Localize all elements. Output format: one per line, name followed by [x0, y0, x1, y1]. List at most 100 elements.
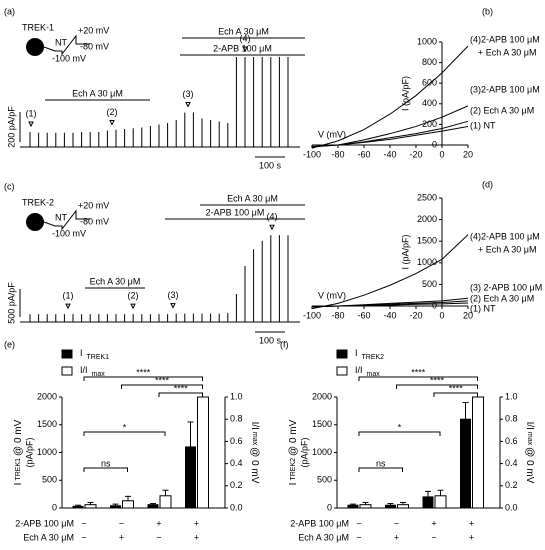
y2-tick-label: 0.8: [505, 414, 518, 424]
legend-swatch: [61, 349, 73, 359]
y2-axis-label-part: I/I: [249, 422, 260, 430]
panel-label: (a): [4, 6, 15, 16]
drug-label: Ech A 30 μM: [227, 193, 278, 203]
marker-label: (4): [267, 212, 278, 222]
marker-label: (3): [168, 290, 179, 300]
series-label: + Ech A 30 μM: [478, 244, 536, 254]
series-label: (3)2-APB 100 μM: [470, 84, 540, 94]
y2-axis-label-part: @ 0 mV: [524, 447, 535, 484]
x-tick-label: -20: [409, 310, 422, 320]
bar: [110, 505, 121, 509]
x-tick-label: 20: [463, 149, 473, 159]
protocol-label: +20 mV: [78, 200, 109, 210]
x-tick-label: -80: [331, 149, 344, 159]
series-label: (1) NT: [470, 120, 496, 130]
protocol-label: KCl: [28, 216, 43, 226]
drug-label: Ech A 30 μM: [90, 276, 141, 286]
significance-label: ns: [376, 458, 386, 468]
x-tick-label: 0: [439, 149, 444, 159]
condition-mark: −: [356, 532, 361, 542]
y2-tick-label: 1.0: [230, 391, 243, 401]
panel-label: (c): [4, 181, 15, 191]
panel-title: TREK-2: [22, 197, 54, 207]
marker-arrow: [28, 121, 34, 128]
legend-label: I TREK2: [355, 348, 384, 360]
protocol-label: KCl: [28, 41, 43, 51]
significance-bracket: [121, 384, 203, 389]
condition-mark: +: [194, 532, 199, 542]
marker-arrow: [109, 120, 115, 126]
y-tick-label: 600: [422, 78, 437, 88]
bar: [185, 446, 196, 509]
y-axis-label-unit: (pA/pF): [299, 437, 309, 467]
x-tick-label: -100: [303, 149, 321, 159]
condition-mark: +: [469, 532, 474, 542]
y-axis-label-part: TREK2: [290, 458, 297, 481]
y-axis-label-part: I: [288, 483, 299, 486]
significance-bracket: [396, 384, 478, 389]
bar: [460, 418, 471, 509]
condition-mark: −: [431, 532, 436, 542]
bar: [359, 504, 372, 509]
panel-label: (d): [482, 179, 493, 189]
protocol-wave: [43, 34, 90, 56]
marker-arrow: [65, 303, 71, 310]
marker-label: (3): [183, 89, 194, 99]
y-axis-label-part: I: [13, 483, 24, 486]
y-axis-label: I (pA/pF): [400, 234, 410, 269]
scale-label-x: 100 s: [259, 160, 282, 170]
y-tick-label: 0: [432, 300, 437, 310]
bar: [397, 504, 409, 509]
significance-bracket: [433, 392, 478, 397]
condition-mark: +: [469, 518, 474, 528]
bar: [434, 495, 447, 509]
legend-swatch: [336, 349, 348, 359]
protocol-label: -80 mV: [80, 41, 109, 51]
y-axis-label-unit: (pA/pF): [24, 437, 34, 467]
y-tick-label: 0: [327, 502, 332, 512]
protocol-label: -100 mV: [52, 53, 86, 63]
y2-tick-label: 0.6: [230, 436, 243, 446]
x-tick-label: 0: [439, 310, 444, 320]
significance-label: ****: [174, 383, 189, 393]
marker-arrow: [269, 224, 275, 231]
y2-tick-label: 0.8: [230, 414, 243, 424]
bar: [122, 500, 134, 509]
significance-label: ****: [155, 375, 170, 385]
significance-label: ****: [411, 367, 426, 377]
scale-label-x: 100 s: [259, 335, 282, 345]
condition-mark: −: [394, 518, 399, 528]
protocol-label: -80 mV: [80, 216, 109, 226]
y2-axis-label: I/I max@ 0 mV: [249, 422, 260, 484]
y-tick-label: 2000: [312, 391, 332, 401]
y-axis-label-part: TREK1: [15, 458, 22, 481]
y-tick-label: 400: [422, 98, 437, 108]
x-axis-label: V (mV): [318, 129, 346, 139]
x-tick-label: -60: [357, 310, 370, 320]
y-tick-label: 500: [422, 279, 437, 289]
y-tick-label: 800: [422, 57, 437, 67]
scale-label-y: 200 pA/pF: [6, 106, 16, 148]
y2-axis-label: I/I max@ 0 mV: [524, 422, 535, 484]
y2-axis-label-part: @ 0 mV: [249, 447, 260, 484]
bar: [159, 495, 172, 509]
bar: [84, 504, 97, 509]
significance-bracket: [83, 467, 128, 472]
legend-name: I/I: [80, 365, 88, 375]
iv-curve: [311, 45, 469, 149]
y-axis-label: I TREK1 @ 0 mV: [13, 419, 24, 485]
marker-label: (1): [63, 291, 74, 301]
drug-label: Ech A 30 μM: [72, 88, 123, 98]
series-label: + Ech A 30 μM: [478, 47, 536, 57]
panel-label: (e): [4, 339, 15, 349]
iv-curve: [311, 234, 469, 310]
legend-label: I/I max: [80, 365, 105, 377]
series-label: (4)2-APB 100 μM: [470, 34, 540, 44]
y-tick-label: 0: [52, 502, 57, 512]
y2-tick-label: 0.6: [505, 436, 518, 446]
series-label: (2) Ech A 30 μM: [470, 293, 534, 303]
x-tick-label: -20: [409, 149, 422, 159]
y2-tick-label: 1.0: [505, 391, 518, 401]
x-tick-label: -40: [383, 149, 396, 159]
